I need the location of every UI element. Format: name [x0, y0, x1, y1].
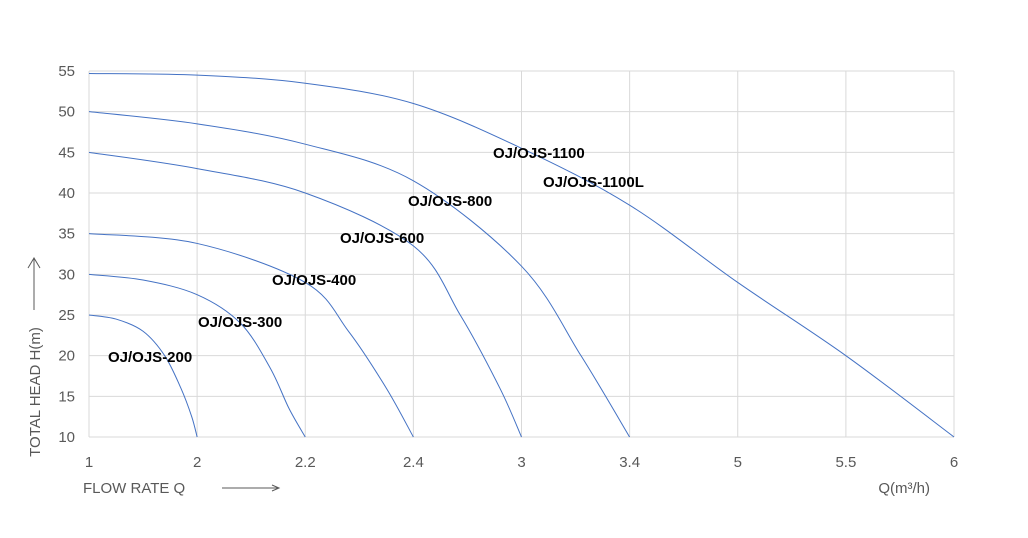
y-arrow-head	[27, 257, 41, 269]
y-tick-label: 30	[58, 266, 75, 283]
y-tick-label: 45	[58, 144, 75, 161]
y-tick-label: 55	[58, 63, 75, 80]
series-line	[88, 233, 414, 438]
series-label: OJ/OJS-400	[272, 272, 356, 289]
x-tick-label: 3	[517, 454, 525, 471]
y-axis-title: TOTAL HEAD H(m)	[27, 327, 44, 457]
x-axis-title: FLOW RATE Q	[83, 480, 185, 497]
series-line	[88, 72, 955, 438]
x-tick-label: 6	[950, 454, 958, 471]
y-tick-label: 40	[58, 185, 75, 202]
series-line	[88, 111, 631, 438]
series-line	[88, 273, 306, 438]
x-tick-label: 5.5	[835, 454, 856, 471]
y-tick-label: 35	[58, 226, 75, 243]
series-label: OJ/OJS-200	[108, 349, 192, 366]
series-label: OJ/OJS-800	[408, 193, 492, 210]
series-label: OJ/OJS-300	[198, 314, 282, 331]
series-line	[88, 314, 198, 438]
annotation: OJ/OJS-1100L	[543, 174, 644, 191]
y-tick-label: 50	[58, 104, 75, 121]
y-tick-label: 25	[58, 307, 75, 324]
x-tick-label: 2.2	[295, 454, 316, 471]
x-tick-label: 3.4	[619, 454, 640, 471]
series-line	[88, 151, 522, 438]
x-tick-label: 2.4	[403, 454, 424, 471]
x-unit-label: Q(m³/h)	[878, 480, 930, 497]
x-tick-label: 2	[193, 454, 201, 471]
y-tick-label: 15	[58, 388, 75, 405]
series-label: OJ/OJS-600	[340, 230, 424, 247]
y-tick-label: 10	[58, 429, 75, 446]
series-label: OJ/OJS-1100	[493, 145, 585, 162]
x-tick-label: 5	[734, 454, 742, 471]
x-tick-label: 1	[85, 454, 93, 471]
x-arrow-head	[271, 484, 281, 492]
y-tick-label: 20	[58, 348, 75, 365]
